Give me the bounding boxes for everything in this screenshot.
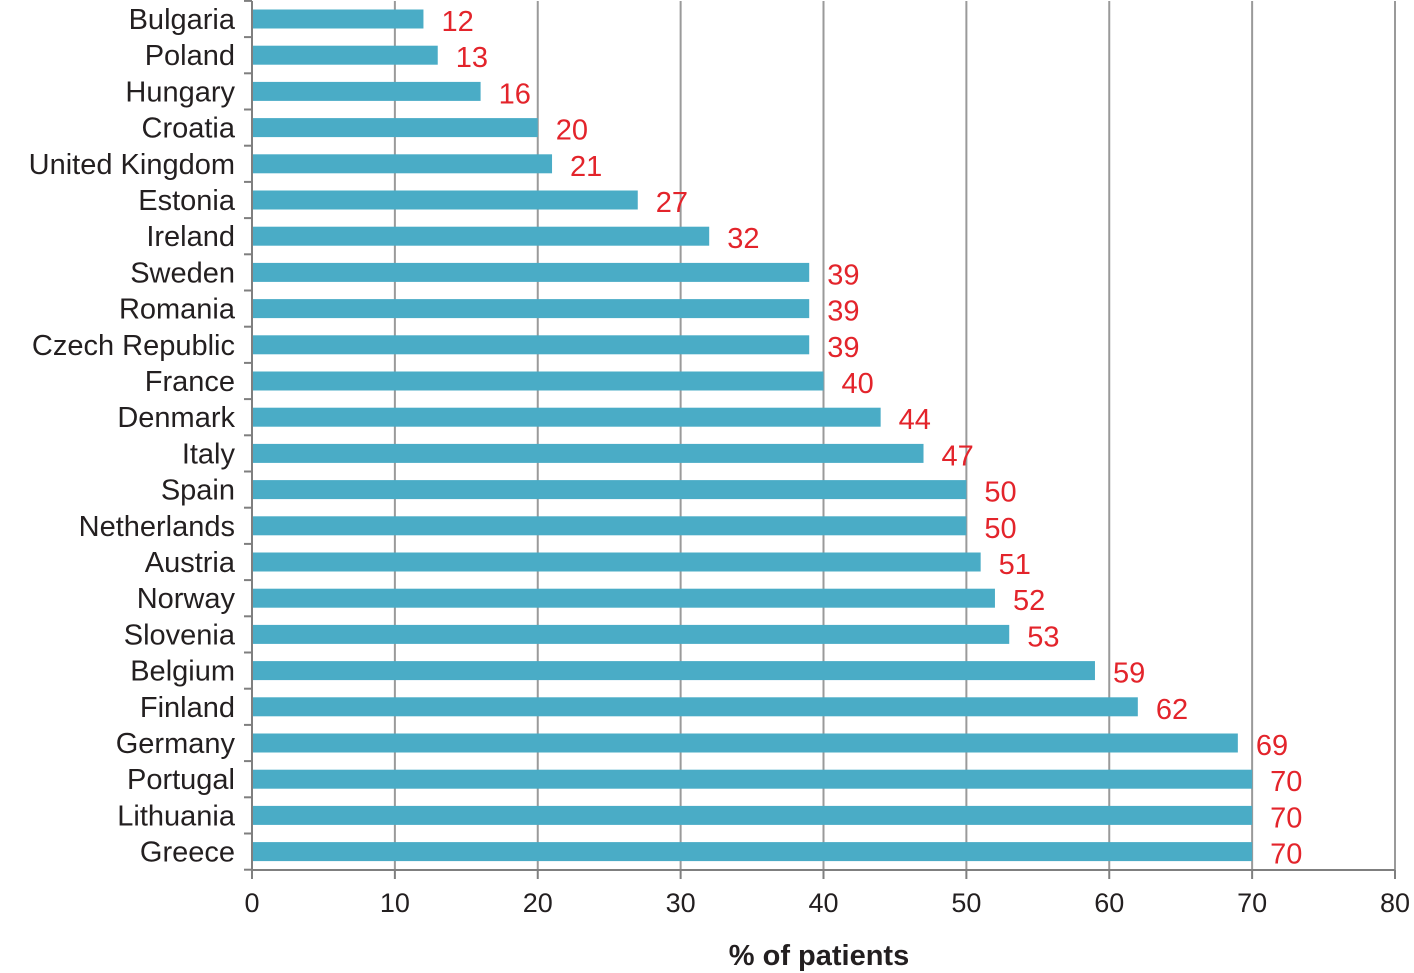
category-label: Sweden — [130, 257, 235, 289]
bar — [252, 81, 481, 101]
bar — [252, 118, 538, 138]
bar — [252, 769, 1253, 789]
data-label: 12 — [441, 6, 473, 38]
data-label: 70 — [1270, 766, 1302, 798]
category-label: Norway — [137, 583, 236, 615]
data-label: 62 — [1156, 694, 1188, 726]
gridlines — [393, 1, 1396, 870]
bar — [252, 697, 1138, 717]
category-label: Estonia — [138, 185, 236, 217]
data-label: 52 — [1013, 585, 1045, 617]
data-label: 27 — [656, 187, 688, 219]
labels: Bulgaria 12 Poland 13 Hungary 16 Croatia 20 Unit… — [29, 4, 1410, 918]
data-label: 70 — [1270, 802, 1302, 834]
data-label: 13 — [456, 42, 488, 74]
data-label: 44 — [899, 404, 931, 436]
data-label: 50 — [984, 477, 1016, 509]
bar — [252, 9, 424, 29]
bar — [252, 371, 824, 391]
category-label: Greece — [140, 837, 235, 869]
data-label: 40 — [842, 368, 874, 400]
category-label: United Kingdom — [29, 149, 235, 181]
data-label: 69 — [1256, 730, 1288, 762]
category-label: Lithuania — [117, 800, 236, 832]
category-label: Finland — [140, 692, 235, 724]
x-tick-label: 70 — [1237, 888, 1267, 918]
x-tick-label: 60 — [1094, 888, 1124, 918]
category-label: Poland — [145, 40, 235, 72]
bar — [252, 299, 810, 319]
x-tick-label: 30 — [666, 888, 696, 918]
data-label: 59 — [1113, 658, 1145, 690]
bar — [252, 335, 810, 355]
category-label: Portugal — [127, 764, 235, 796]
x-tick-label: 40 — [808, 888, 838, 918]
category-label: Austria — [145, 547, 236, 579]
data-label: 53 — [1027, 621, 1059, 653]
data-label: 39 — [827, 296, 859, 328]
bar — [252, 661, 1095, 681]
data-label: 70 — [1270, 839, 1302, 871]
category-label: Germany — [116, 728, 236, 760]
bar — [252, 805, 1253, 825]
bar — [252, 226, 710, 246]
category-label: France — [145, 366, 235, 398]
category-label: Czech Republic — [32, 330, 235, 362]
category-label: Belgium — [130, 656, 235, 688]
data-label: 21 — [570, 151, 602, 183]
bar — [252, 407, 881, 427]
category-label: Bulgaria — [129, 4, 236, 36]
bar — [252, 588, 995, 608]
category-label: Netherlands — [79, 511, 235, 543]
x-tick-label: 10 — [380, 888, 410, 918]
x-tick-label: 20 — [523, 888, 553, 918]
bar — [252, 842, 1253, 862]
category-label: Hungary — [125, 76, 235, 108]
data-label: 39 — [827, 259, 859, 291]
category-label: Spain — [161, 475, 235, 507]
bar — [252, 262, 810, 282]
data-label: 32 — [727, 223, 759, 255]
data-label: 20 — [556, 115, 588, 147]
bar — [252, 443, 924, 463]
category-label: Romania — [119, 294, 236, 326]
bar — [252, 480, 967, 500]
category-label: Croatia — [142, 113, 236, 145]
category-label: Italy — [182, 438, 236, 470]
category-label: Denmark — [117, 402, 235, 434]
category-label: Slovenia — [124, 619, 236, 651]
bar — [252, 624, 1010, 644]
axes — [244, 0, 1396, 879]
x-tick-label: 0 — [244, 888, 259, 918]
bar — [252, 45, 438, 65]
bar — [252, 190, 638, 210]
bar — [252, 154, 553, 174]
data-label: 47 — [942, 440, 974, 472]
bar — [252, 733, 1238, 753]
data-label: 51 — [999, 549, 1031, 581]
x-axis-title: % of patients — [729, 940, 909, 972]
bars — [252, 9, 1253, 862]
data-label: 39 — [827, 332, 859, 364]
x-tick-label: 50 — [951, 888, 981, 918]
data-label: 16 — [499, 78, 531, 110]
data-label: 50 — [984, 513, 1016, 545]
bar — [252, 552, 981, 572]
category-label: Ireland — [146, 221, 235, 253]
bar — [252, 516, 967, 536]
x-tick-label: 80 — [1380, 888, 1410, 918]
